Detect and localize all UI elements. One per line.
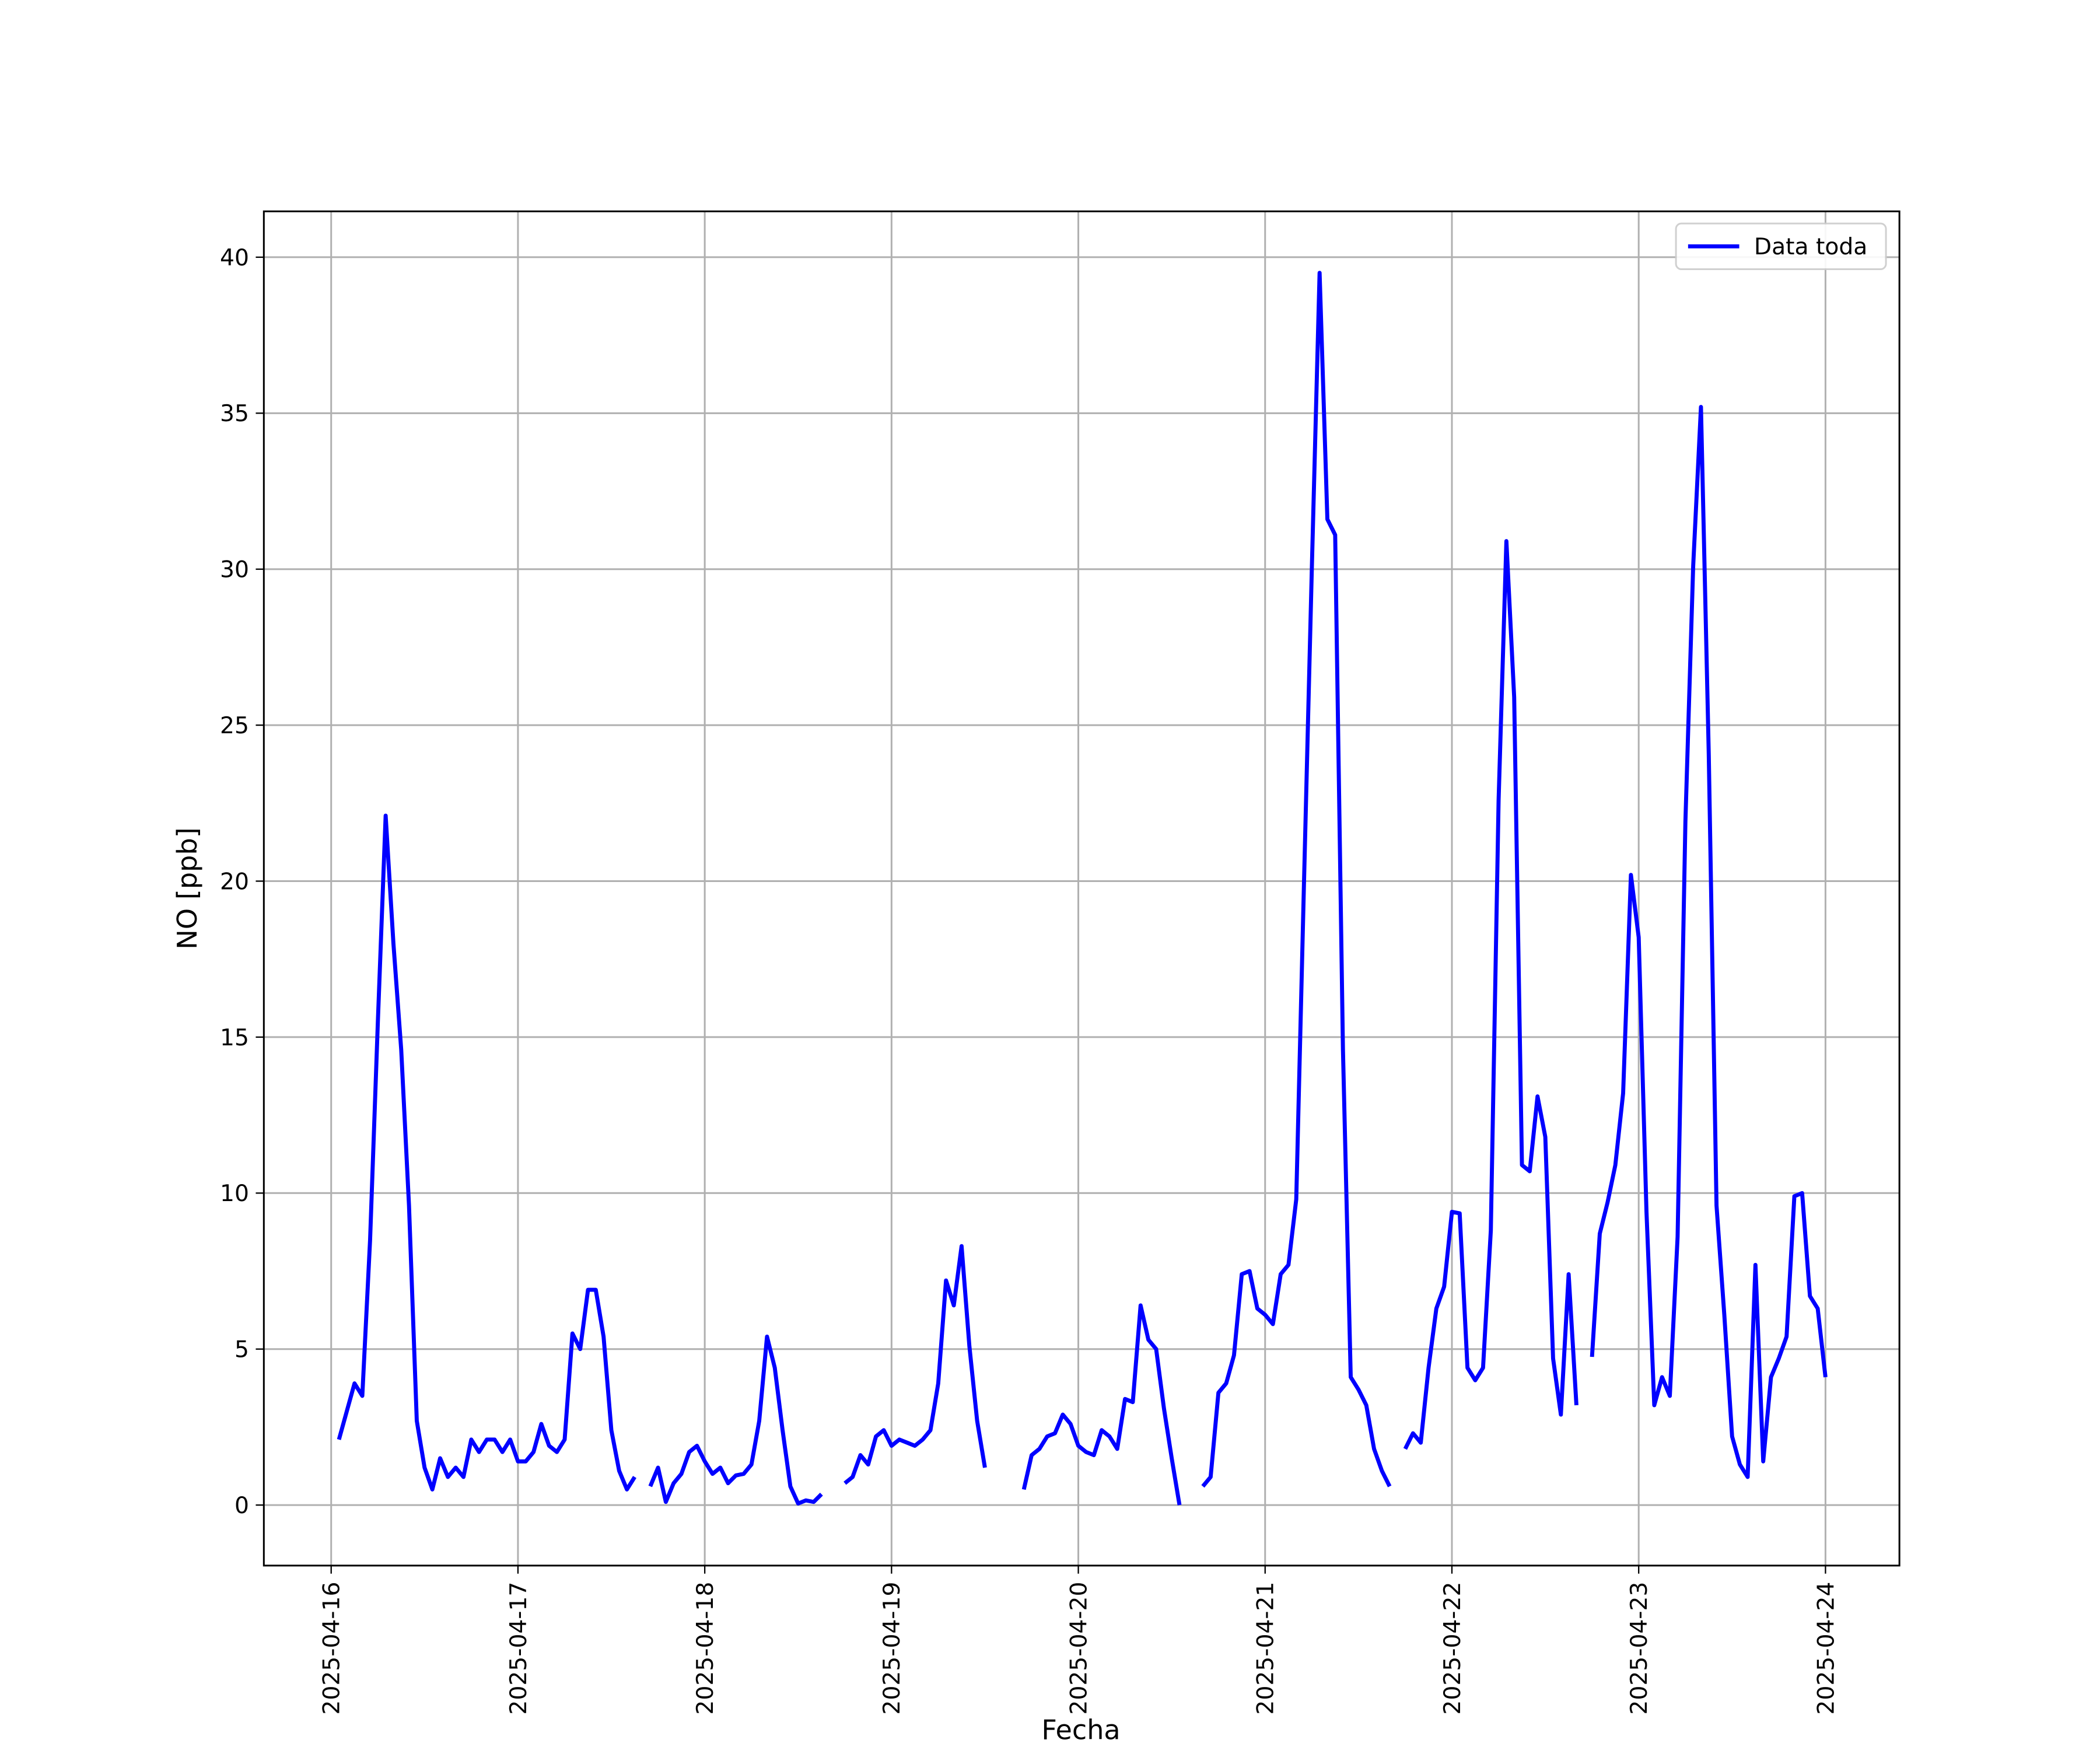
- legend-label: Data toda: [1754, 234, 1867, 260]
- y-tick-label: 30: [220, 557, 249, 583]
- x-tick-label: 2025-04-17: [506, 1582, 532, 1715]
- x-tick-label: 2025-04-21: [1253, 1582, 1279, 1715]
- x-tick-label: 2025-04-18: [692, 1582, 719, 1715]
- y-tick-label: 20: [220, 869, 249, 895]
- y-tick-label: 10: [220, 1181, 249, 1207]
- plot-frame: [262, 210, 1901, 1567]
- y-tick-label: 15: [220, 1025, 249, 1051]
- x-tick-label: 2025-04-16: [319, 1582, 345, 1715]
- y-tick-label: 35: [220, 401, 249, 427]
- y-tick-label: 25: [220, 713, 249, 739]
- x-axis-label: Fecha: [1041, 1714, 1120, 1746]
- x-tick-label: 2025-04-23: [1626, 1582, 1653, 1715]
- legend-box: [1675, 222, 1887, 271]
- x-tick-label: 2025-04-22: [1440, 1582, 1466, 1715]
- y-axis-label: NO [ppb]: [172, 827, 203, 949]
- data-line: [337, 271, 1828, 1506]
- x-tick-label: 2025-04-20: [1066, 1582, 1092, 1715]
- x-tick-label: 2025-04-19: [879, 1582, 905, 1715]
- y-tick-label: 5: [235, 1337, 249, 1363]
- y-tick-label: 40: [220, 245, 249, 271]
- x-tick-label: 2025-04-24: [1813, 1582, 1839, 1715]
- y-tick-label: 0: [235, 1493, 249, 1519]
